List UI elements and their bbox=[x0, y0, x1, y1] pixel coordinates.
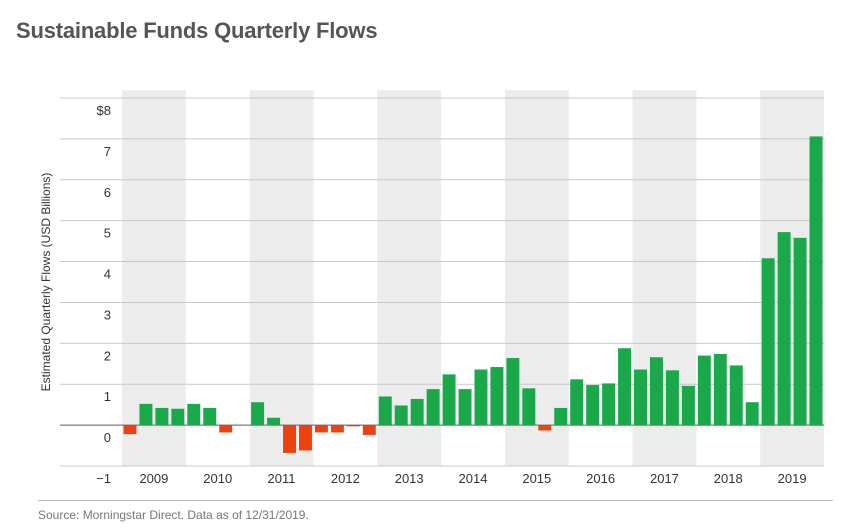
y-tick-label: 6 bbox=[104, 185, 111, 200]
year-band-2009 bbox=[122, 90, 186, 466]
x-tick-label-2016: 2016 bbox=[586, 471, 615, 486]
bar bbox=[761, 258, 775, 426]
bar bbox=[809, 136, 823, 426]
bar bbox=[713, 353, 727, 426]
bar bbox=[490, 367, 504, 426]
bar bbox=[602, 383, 616, 426]
bar bbox=[123, 425, 137, 435]
x-tick-labels: 2009 2010 2011 2012 2013 2014 2015 2016 2017 2018… bbox=[139, 471, 806, 486]
bar bbox=[346, 425, 360, 427]
y-tick-label: $8 bbox=[97, 103, 111, 118]
bar bbox=[155, 407, 169, 426]
bar bbox=[650, 357, 663, 426]
bar bbox=[618, 348, 632, 426]
chart-title: Sustainable Funds Quarterly Flows bbox=[16, 18, 378, 43]
y-tick-label: 3 bbox=[104, 307, 111, 322]
y-tick-labels: $8 7 6 5 4 3 2 1 0 −1 bbox=[96, 103, 111, 486]
bar bbox=[187, 403, 201, 426]
bar bbox=[330, 425, 344, 433]
bar bbox=[203, 407, 217, 426]
x-tick-label-2013: 2013 bbox=[395, 471, 424, 486]
bar bbox=[314, 425, 328, 433]
bar bbox=[634, 369, 647, 426]
bar bbox=[522, 388, 536, 426]
bar bbox=[538, 425, 552, 431]
y-tick-label: 0 bbox=[104, 430, 111, 445]
gridlines bbox=[60, 97, 824, 467]
bar bbox=[793, 237, 807, 426]
bar bbox=[426, 389, 440, 426]
bar bbox=[171, 408, 185, 426]
y-tick-label: 4 bbox=[104, 267, 111, 282]
bar bbox=[506, 358, 520, 426]
bar bbox=[554, 407, 568, 426]
x-tick-label-2011: 2011 bbox=[268, 471, 296, 486]
x-tick-label-2017: 2017 bbox=[650, 471, 679, 486]
bar bbox=[378, 396, 392, 426]
bar bbox=[219, 425, 233, 433]
bar bbox=[410, 398, 424, 426]
bar bbox=[299, 425, 312, 451]
bar bbox=[442, 374, 456, 426]
x-tick-label-2014: 2014 bbox=[459, 471, 488, 486]
bar bbox=[283, 425, 296, 453]
bar bbox=[458, 389, 472, 426]
bar bbox=[777, 232, 791, 426]
bar bbox=[362, 425, 376, 435]
bar bbox=[697, 355, 711, 426]
y-axis-label: Estimated Quarterly Flows (USD Billions) bbox=[39, 173, 53, 392]
x-tick-label-2015: 2015 bbox=[522, 471, 551, 486]
y-tick-label: 1 bbox=[104, 389, 111, 404]
bar bbox=[586, 385, 600, 426]
x-tick-label-2019: 2019 bbox=[778, 471, 807, 486]
y-tick-label: −1 bbox=[96, 471, 111, 486]
bar bbox=[474, 369, 488, 426]
bar bbox=[267, 417, 281, 426]
y-tick-label: 2 bbox=[104, 348, 111, 363]
source-note: Source: Morningstar Direct. Data as of 1… bbox=[38, 508, 309, 522]
bar bbox=[745, 402, 759, 426]
y-tick-label: 5 bbox=[104, 226, 111, 241]
y-tick-label: 7 bbox=[104, 144, 111, 159]
footer-divider bbox=[38, 500, 833, 501]
bar-chart: $8 7 6 5 4 3 2 1 0 −1 2009 2010 2011 2012 2013 2014 201… bbox=[39, 90, 824, 486]
bar bbox=[665, 370, 679, 426]
x-tick-label-2012: 2012 bbox=[331, 471, 360, 486]
bar bbox=[251, 402, 265, 426]
bar bbox=[570, 379, 584, 426]
bar bbox=[681, 385, 695, 426]
bar bbox=[729, 365, 743, 426]
bars bbox=[123, 136, 823, 453]
x-tick-label-2010: 2010 bbox=[203, 471, 232, 486]
x-tick-label-2018: 2018 bbox=[714, 471, 743, 486]
bar bbox=[139, 403, 153, 426]
bar bbox=[394, 405, 408, 426]
x-tick-label-2009: 2009 bbox=[139, 471, 168, 486]
